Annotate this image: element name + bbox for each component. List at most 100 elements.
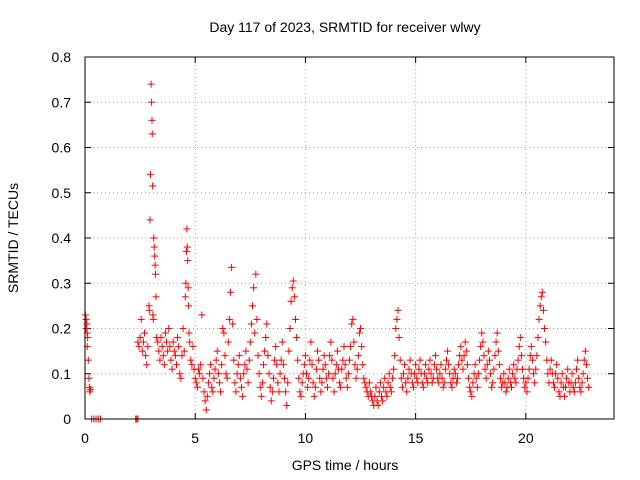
data-point	[372, 383, 380, 391]
data-point	[321, 361, 329, 369]
x-axis-title: GPS time / hours	[292, 457, 399, 473]
data-point	[154, 338, 162, 346]
data-point	[480, 352, 488, 360]
data-point	[452, 379, 460, 387]
data-point	[276, 370, 284, 378]
data-point	[184, 257, 192, 265]
data-point	[349, 315, 357, 323]
y-tick-label: 0.1	[52, 366, 72, 382]
data-point	[494, 347, 502, 355]
data-point	[481, 365, 489, 373]
data-point	[148, 130, 156, 138]
data-point	[502, 388, 510, 396]
data-point	[479, 338, 487, 346]
data-point	[578, 379, 586, 387]
data-point	[576, 383, 584, 391]
data-point	[308, 361, 316, 369]
data-point	[224, 338, 232, 346]
data-point	[427, 370, 435, 378]
data-point	[263, 320, 271, 328]
data-point	[346, 356, 353, 364]
data-point	[183, 243, 191, 251]
data-point	[136, 334, 144, 342]
data-point	[325, 370, 333, 378]
data-point	[398, 383, 406, 391]
data-point	[437, 361, 445, 369]
data-point	[267, 397, 275, 405]
data-point	[264, 352, 272, 360]
data-point	[467, 388, 475, 396]
data-point	[226, 288, 234, 296]
data-point	[581, 347, 589, 355]
data-point	[290, 293, 298, 301]
data-point	[344, 370, 352, 378]
data-point	[374, 401, 382, 409]
data-point	[455, 361, 463, 369]
data-point	[394, 306, 402, 314]
data-point	[328, 356, 336, 364]
data-point	[184, 284, 192, 292]
data-point	[553, 361, 561, 369]
data-point	[337, 383, 345, 391]
data-point	[274, 379, 282, 387]
data-point	[245, 356, 253, 364]
data-point	[182, 279, 190, 287]
data-point	[457, 343, 465, 351]
data-point	[487, 370, 495, 378]
data-point	[558, 370, 566, 378]
data-point	[167, 356, 175, 364]
data-point	[177, 374, 185, 382]
data-point	[170, 347, 178, 355]
data-point	[181, 293, 189, 301]
data-point	[331, 370, 339, 378]
data-point	[550, 383, 558, 391]
data-point	[500, 370, 508, 378]
x-tick-label: 10	[298, 430, 314, 446]
data-point	[508, 383, 516, 391]
data-point	[191, 374, 199, 382]
data-point	[517, 352, 525, 360]
data-point	[539, 306, 547, 314]
data-point	[366, 388, 374, 396]
data-point	[163, 338, 171, 346]
data-point	[201, 397, 209, 405]
data-point	[350, 338, 358, 346]
data-point	[275, 388, 283, 396]
data-point	[526, 352, 534, 360]
data-point	[431, 352, 439, 360]
data-point	[280, 374, 288, 382]
data-point	[266, 383, 274, 391]
data-point	[512, 379, 520, 387]
data-point	[169, 338, 177, 346]
data-point	[329, 374, 337, 382]
data-point	[209, 388, 217, 396]
data-point	[192, 379, 200, 387]
data-point	[577, 388, 585, 396]
y-tick-label: 0.4	[52, 230, 72, 246]
data-point	[298, 379, 306, 387]
data-point	[314, 347, 322, 355]
data-point	[262, 334, 270, 342]
data-point	[289, 277, 297, 285]
y-axis-title: SRMTID / TECUs	[5, 183, 21, 293]
data-point	[151, 252, 159, 260]
data-point	[483, 361, 491, 369]
data-point	[549, 379, 557, 387]
data-point	[472, 374, 480, 382]
data-point	[146, 216, 154, 224]
data-point	[547, 356, 555, 364]
data-point	[241, 361, 249, 369]
data-point	[562, 383, 570, 391]
data-point	[258, 379, 266, 387]
data-point	[171, 352, 179, 360]
data-point	[327, 338, 335, 346]
data-point	[214, 370, 222, 378]
data-point	[235, 352, 243, 360]
data-point	[189, 343, 197, 351]
data-point	[233, 370, 241, 378]
data-point	[316, 374, 324, 382]
data-point	[82, 325, 90, 332]
data-point	[433, 365, 441, 373]
y-tick-label: 0	[63, 411, 71, 427]
data-point	[504, 374, 512, 382]
